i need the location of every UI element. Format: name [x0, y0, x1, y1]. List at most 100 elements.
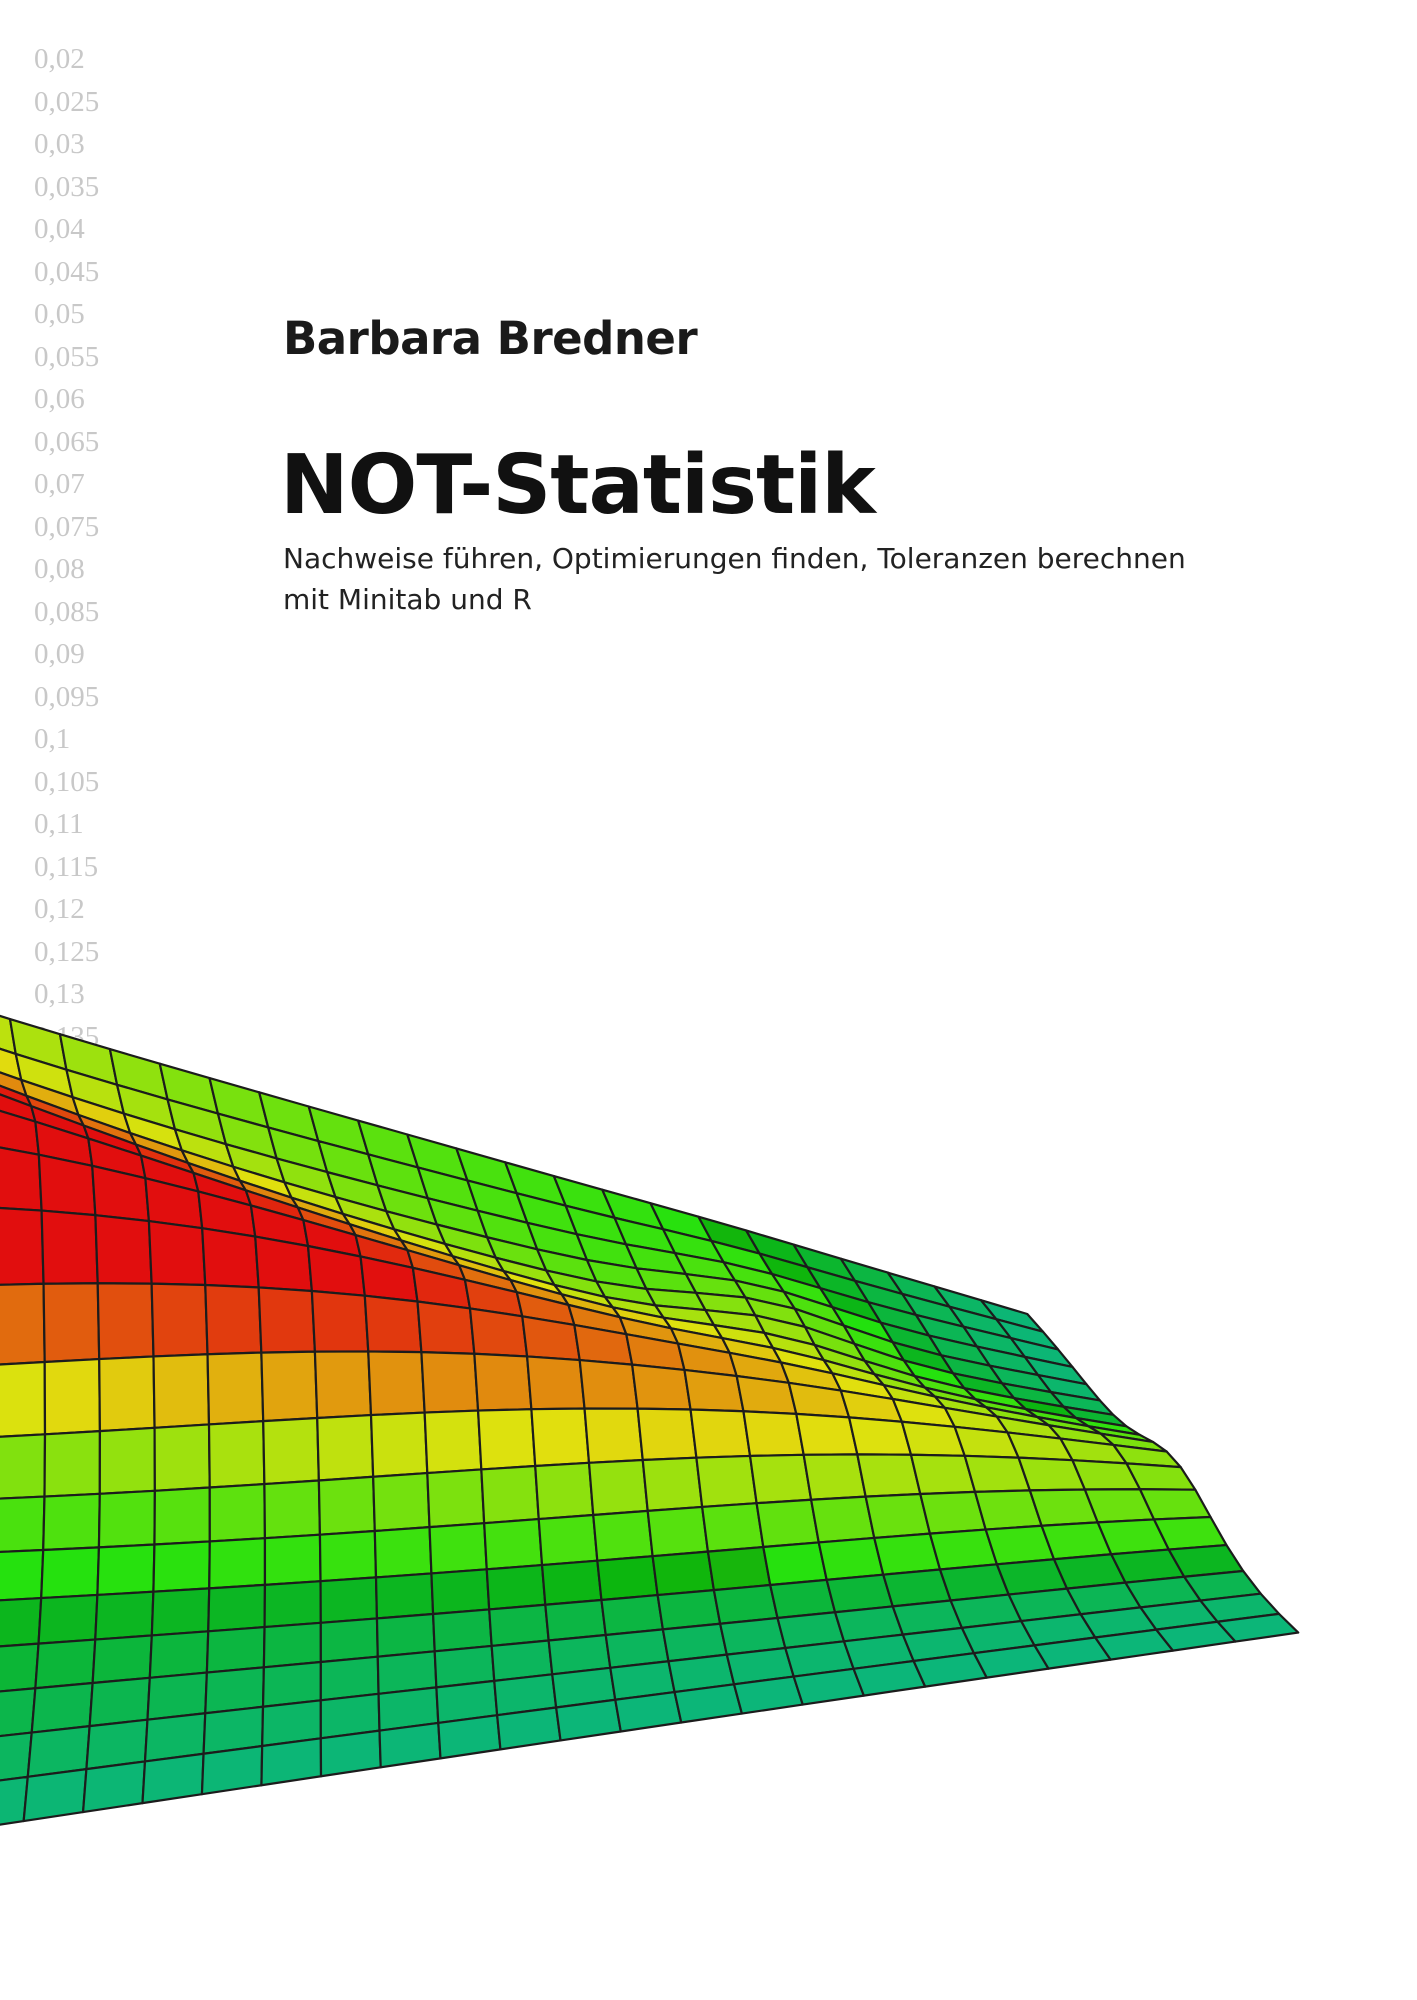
- mesh-cell: [426, 1468, 486, 1529]
- mesh-cell: [207, 1420, 266, 1489]
- mesh-cell: [148, 1630, 210, 1679]
- number-label: 0,08: [34, 553, 85, 585]
- number-label: 0,075: [34, 510, 100, 543]
- number-label: 0,045: [34, 255, 100, 288]
- mesh-cell: [98, 1355, 156, 1433]
- mesh-cell: [0, 1596, 43, 1648]
- mesh-cell: [204, 1666, 265, 1715]
- mesh-cell: [476, 1408, 537, 1471]
- author: Barbara Bredner: [283, 312, 698, 365]
- mesh-cell: [651, 1550, 715, 1597]
- number-label: 0,13: [34, 978, 85, 1010]
- mesh-cell: [37, 1153, 97, 1217]
- mesh-cell: [544, 1598, 607, 1642]
- mesh-cell: [488, 1603, 550, 1648]
- mesh-cell: [43, 1430, 102, 1498]
- number-label: 0,12: [34, 893, 85, 925]
- number-label: 0,055: [34, 340, 100, 373]
- mesh-cell: [261, 1660, 322, 1708]
- number-label: 0,04: [34, 213, 85, 245]
- mesh-cell: [480, 1464, 540, 1525]
- mesh-cell: [150, 1587, 211, 1637]
- mesh-cell: [319, 1617, 379, 1664]
- mesh-cell: [483, 1517, 544, 1571]
- mesh-cell: [683, 1368, 745, 1413]
- mesh-cell: [792, 1667, 865, 1706]
- mesh-cell: [316, 1413, 375, 1482]
- mesh-cell: [313, 1350, 373, 1420]
- mesh-cell: [81, 1760, 147, 1814]
- mesh-cell: [260, 1737, 323, 1787]
- mesh-cell: [0, 1146, 43, 1212]
- mesh-cell: [431, 1608, 493, 1653]
- mesh-cell: [423, 1409, 483, 1475]
- mesh-cell: [201, 1227, 260, 1289]
- mesh-cell: [0, 1206, 45, 1286]
- mesh-cell: [96, 1543, 156, 1597]
- mesh-cell: [204, 1283, 263, 1356]
- mesh-cell: [600, 1593, 664, 1637]
- mesh-cell: [0, 1360, 47, 1438]
- mesh-cell: [742, 1410, 805, 1458]
- mesh-cell: [260, 1350, 319, 1423]
- mesh-cell: [319, 1729, 382, 1778]
- mesh-cell: [416, 1300, 476, 1355]
- mesh-cell: [578, 1358, 639, 1410]
- mesh-cell: [555, 1698, 622, 1742]
- mesh-cell: [817, 1536, 885, 1581]
- mesh-cell: [150, 1282, 209, 1358]
- number-label: 0,11: [34, 808, 84, 840]
- mesh-cell: [864, 1492, 932, 1540]
- mesh-cell: [374, 1572, 435, 1620]
- mesh-cell: [631, 1363, 692, 1411]
- mesh-cell: [254, 1235, 313, 1293]
- mesh-cell: [375, 1612, 436, 1658]
- number-label: 0,065: [34, 425, 100, 458]
- mesh-cell: [656, 1589, 722, 1631]
- number-column: 0,02 0,025 0,03 0,035 0,04 0,045 0,05 0,055 0,06…: [34, 38, 99, 1058]
- mesh-cell: [91, 1634, 153, 1685]
- mesh-cell: [0, 1495, 46, 1554]
- mesh-cell: [318, 1529, 378, 1583]
- mesh-cell: [319, 1576, 379, 1624]
- mesh-cell: [587, 1458, 649, 1517]
- mesh-cell: [146, 1671, 208, 1721]
- mesh-cell: [706, 1545, 772, 1592]
- mesh-cell: [207, 1583, 267, 1633]
- mesh-cell: [153, 1486, 211, 1546]
- number-label: 0,02: [34, 43, 85, 75]
- mesh-cell: [262, 1416, 320, 1486]
- mesh-cell: [34, 1638, 97, 1690]
- mesh-cell: [596, 1555, 659, 1602]
- mesh-cell: [636, 1407, 698, 1462]
- mesh-cell: [534, 1461, 595, 1521]
- mesh-cell: [732, 1675, 804, 1715]
- subtitle-line: Nachweise führen, Optimierungen finden, …: [283, 542, 1186, 575]
- mesh-cell: [689, 1408, 752, 1459]
- mesh-cell: [468, 1307, 529, 1358]
- mesh-cell: [641, 1456, 704, 1513]
- mesh-cell: [153, 1423, 211, 1492]
- mesh-cell: [428, 1522, 488, 1575]
- mesh-cell: [0, 1548, 45, 1602]
- mesh-cell: [363, 1294, 423, 1354]
- mesh-cell: [367, 1350, 426, 1417]
- mesh-cell: [496, 1706, 562, 1751]
- mesh-cell: [802, 1453, 867, 1501]
- mesh-cell: [40, 1209, 99, 1285]
- mesh-cell: [0, 1282, 46, 1366]
- mesh-cell: [673, 1683, 743, 1724]
- mesh-cell: [96, 1282, 155, 1361]
- number-label: 0,1: [34, 723, 71, 755]
- mesh-cell: [208, 1537, 267, 1590]
- mesh-cell: [40, 1546, 101, 1600]
- mesh-cell: [22, 1768, 88, 1823]
- mesh-cell: [810, 1495, 876, 1544]
- mesh-cell: [372, 1471, 431, 1533]
- mesh-cell: [152, 1353, 211, 1429]
- mesh-cell: [526, 1355, 586, 1411]
- mesh-cell: [873, 1532, 942, 1576]
- mesh-cell: [701, 1502, 765, 1553]
